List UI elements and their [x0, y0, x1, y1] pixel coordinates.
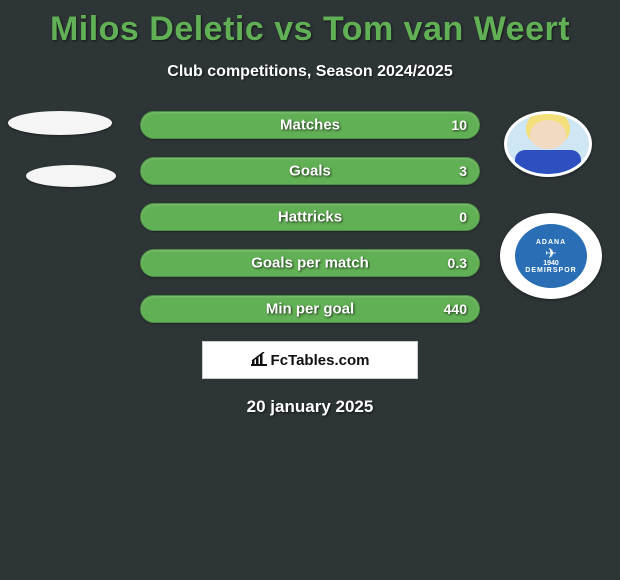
- snapshot-date: 20 january 2025: [0, 397, 620, 417]
- club-badge-plane-icon: ✈: [545, 246, 557, 260]
- fctables-attribution: FcTables.com: [202, 341, 418, 379]
- stat-bar-hattricks: Hattricks 0: [140, 203, 480, 231]
- player-right-club-badge: ADANA ✈ 1940 DEMIRSPOR: [500, 213, 602, 299]
- stat-label: Hattricks: [278, 209, 342, 226]
- comparison-content: ADANA ✈ 1940 DEMIRSPOR Matches 10 Goals …: [0, 111, 620, 417]
- club-badge-icon: ADANA ✈ 1940 DEMIRSPOR: [515, 224, 587, 288]
- chart-icon: [251, 352, 267, 369]
- page-subtitle: Club competitions, Season 2024/2025: [0, 63, 620, 81]
- player-left-avatar-placeholder-2: [26, 165, 116, 187]
- stat-bar-goals: Goals 3: [140, 157, 480, 185]
- stat-value-right: 440: [444, 301, 467, 317]
- stat-label: Goals per match: [251, 255, 369, 272]
- player-left-avatar-placeholder-1: [8, 111, 112, 135]
- club-badge-bottom-text: DEMIRSPOR: [525, 267, 576, 274]
- player-right-avatar: [504, 111, 592, 177]
- stat-bar-goals-per-match: Goals per match 0.3: [140, 249, 480, 277]
- stat-value-right: 3: [459, 163, 467, 179]
- stat-bar-matches: Matches 10: [140, 111, 480, 139]
- stat-value-right: 0: [459, 209, 467, 225]
- stat-bars: Matches 10 Goals 3 Hattricks 0 Goals per…: [140, 111, 480, 323]
- club-badge-year: 1940: [543, 260, 559, 267]
- page-title: Milos Deletic vs Tom van Weert: [0, 0, 620, 49]
- stat-value-right: 0.3: [448, 255, 467, 271]
- stat-label: Min per goal: [266, 301, 354, 318]
- fctables-label: FcTables.com: [271, 352, 370, 369]
- stat-value-right: 10: [451, 117, 467, 133]
- stat-label: Matches: [280, 117, 340, 134]
- stat-bar-min-per-goal: Min per goal 440: [140, 295, 480, 323]
- stat-label: Goals: [289, 163, 331, 180]
